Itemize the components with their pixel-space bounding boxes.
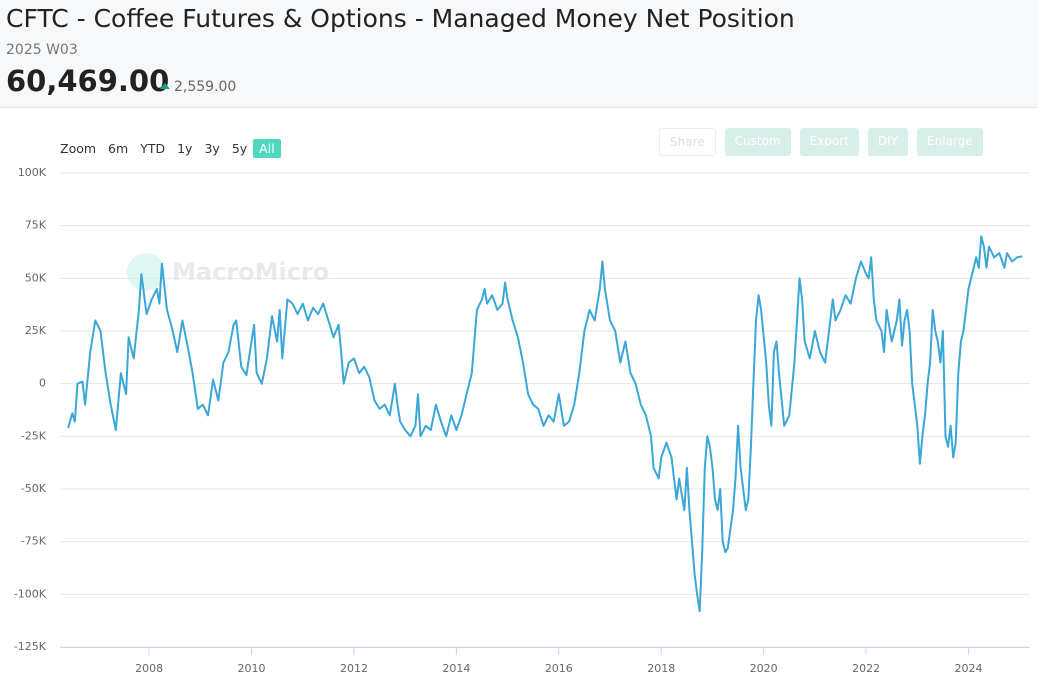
action-button[interactable]: Export [799,128,859,156]
up-arrow [160,83,170,89]
zoom-bar: Zoom 6m YTD 1y 3y 5y All [60,139,281,158]
range-button[interactable]: 1y [177,141,193,156]
y-tick-label: -50K [21,482,47,495]
change: 2,559.00 [160,79,236,95]
data-line [67,235,1023,613]
change-value: 2,559.00 [174,79,237,95]
x-tick-label: 2014 [442,662,470,675]
x-tick-label: 2008 [135,662,163,675]
watermark-text: MacroMicro [172,258,329,286]
header: CFTC - Coffee Futures & Options - Manage… [0,0,1038,108]
zoom-label: Zoom [60,141,97,156]
y-tick-label: -125K [14,640,47,653]
period: 2025 W03 [6,42,78,58]
x-tick-label: 2020 [750,662,778,675]
action-button[interactable]: DIY [867,128,909,156]
y-tick-label: 75K [25,219,47,232]
action-button[interactable]: Custom [724,128,791,156]
range-button[interactable]: 6m [108,141,129,156]
action-bar: Share Custom Export DIY Enlarge [659,128,983,156]
y-tick-label: 25K [25,324,47,337]
range-button[interactable]: All [253,139,281,158]
action-button[interactable]: Enlarge [917,128,983,156]
title: CFTC - Coffee Futures & Options - Manage… [6,4,795,33]
x-tick-label: 2010 [238,662,266,675]
y-tick-label: -25K [21,429,47,442]
y-tick-label: -100K [14,587,47,600]
watermark-logo [127,253,165,291]
x-tick-label: 2024 [955,662,983,675]
x-tick-label: 2016 [545,662,573,675]
range-button[interactable]: 5y [231,141,248,156]
x-tick-label: 2012 [340,662,368,675]
chart: MacroMicro -125K -100K -75K -50K -25K 0 25K 50K 7… [14,166,1030,675]
y-tick-label: 50K [25,271,47,284]
y-tick-label: 0 [39,377,46,390]
latest-value: 60,469.00 [6,64,170,98]
x-tick-label: 2018 [647,662,675,675]
y-tick-label: 100K [18,166,47,179]
y-tick-label: -75K [21,535,47,548]
range-button[interactable]: 3y [204,141,220,156]
watermark: MacroMicro [127,253,329,291]
range-button[interactable]: YTD [140,141,166,156]
x-tick-label: 2022 [852,662,880,675]
action-button[interactable]: Share [659,128,716,156]
